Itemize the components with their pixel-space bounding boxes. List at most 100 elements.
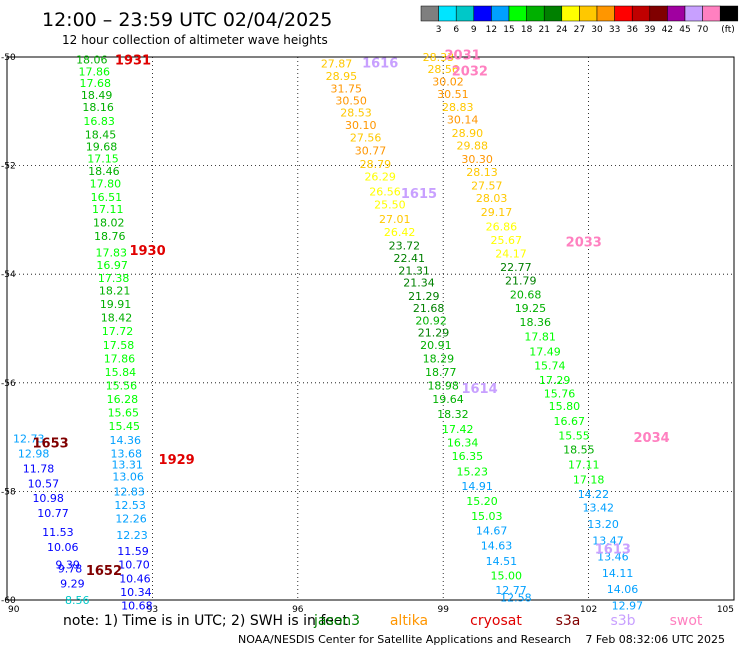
swh-value: 18.21 <box>99 284 131 297</box>
colorbar-unit: (ft) <box>721 25 735 35</box>
swh-value: 15.00 <box>490 570 522 583</box>
swh-value: 16.51 <box>91 191 123 204</box>
swh-value: 17.83 <box>95 246 127 259</box>
x-tick-label: 105 <box>717 605 734 615</box>
colorbar-label: 18 <box>521 25 533 35</box>
colorbar-label: 33 <box>609 25 620 35</box>
swh-value: 13.47 <box>592 534 624 547</box>
swh-value: 30.14 <box>447 113 479 126</box>
colorbar-swatch <box>561 5 580 22</box>
swh-value: 27.56 <box>350 131 382 144</box>
swh-value: 15.76 <box>544 388 576 401</box>
chart-title: 12:00 – 23:59 UTC 02/04/2025 <box>42 9 332 31</box>
swh-value: 9.78 <box>58 563 83 576</box>
colorbar-swatch <box>438 5 457 22</box>
swh-value: 22.77 <box>500 261 532 274</box>
data-marks: 18.0617.8617.6818.4918.1616.8318.4519.68… <box>13 51 643 612</box>
swh-value: 26.29 <box>364 170 396 183</box>
colorbar-swatch <box>491 5 510 22</box>
swh-value: 10.46 <box>119 572 151 585</box>
swh-value: 26.86 <box>486 220 518 233</box>
colorbar-label: 45 <box>679 25 690 35</box>
swh-value: 17.38 <box>98 272 130 285</box>
y-tick-label: -56 <box>1 379 16 389</box>
swh-value: 12.77 <box>495 584 527 597</box>
colorbar-swatch <box>684 5 703 22</box>
swh-value: 18.32 <box>437 408 469 421</box>
swh-value: 18.49 <box>81 89 113 102</box>
swh-value: 15.03 <box>471 510 503 523</box>
swh-value: 14.22 <box>578 488 610 501</box>
colorbar-label: 3 <box>436 25 442 35</box>
swh-value: 12.73 <box>13 433 45 446</box>
swh-value: 15.56 <box>106 380 138 393</box>
swh-value: 16.67 <box>553 415 585 428</box>
swh-value: 10.34 <box>120 586 152 599</box>
colorbar-swatch <box>473 5 492 22</box>
swh-value: 17.42 <box>442 423 474 436</box>
swh-value: 25.50 <box>374 199 406 212</box>
pass-time-label: 1614 <box>461 382 497 397</box>
swh-value: 11.59 <box>117 545 149 558</box>
plot-frame <box>6 56 735 601</box>
swh-value: 12.53 <box>114 499 146 512</box>
swh-value: 13.42 <box>583 502 615 515</box>
colorbar-swatch <box>596 5 615 22</box>
swh-value: 30.50 <box>335 94 367 107</box>
swh-value: 17.11 <box>92 203 124 216</box>
swh-value: 15.80 <box>549 400 581 413</box>
swh-value: 15.74 <box>534 359 566 372</box>
swh-value: 15.20 <box>466 495 498 508</box>
pass-time-label: 2032 <box>452 65 488 80</box>
colorbar-swatch <box>508 5 527 22</box>
swh-value: 17.18 <box>573 473 605 486</box>
pass-time-label: 1930 <box>129 244 165 259</box>
swh-value: 25.67 <box>490 234 522 247</box>
swh-value: 12.83 <box>113 485 145 498</box>
y-tick-label: -60 <box>1 596 16 606</box>
swh-value: 14.51 <box>486 555 518 568</box>
swh-value: 18.76 <box>94 230 126 243</box>
pass-time-label: 1652 <box>86 564 122 579</box>
colorbar-swatch <box>702 5 721 22</box>
pass-time-label: 1615 <box>401 187 437 202</box>
satellite-legend-altika: altika <box>390 613 428 629</box>
colorbar-label: 39 <box>644 25 656 35</box>
colorbar-swatch <box>631 5 651 22</box>
swh-value: 10.77 <box>37 507 69 520</box>
swh-value: 19.64 <box>432 393 464 406</box>
swh-value: 17.72 <box>102 325 134 338</box>
swh-value: 16.28 <box>107 393 139 406</box>
colorbar-label: 27 <box>574 25 585 35</box>
swh-value: 26.56 <box>369 186 401 199</box>
swh-value: 15.45 <box>109 420 141 433</box>
swh-value: 12.58 <box>500 591 532 604</box>
colorbar: 3 6 9 12 15 18 21 24 27 30 33 36 39 42 45 70 (ft) <box>420 5 739 35</box>
swh-value: 20.91 <box>420 339 452 352</box>
swh-value: 10.68 <box>121 599 153 612</box>
colorbar-label: 12 <box>486 25 497 35</box>
satellite-legend-cryosat: cryosat <box>470 613 522 629</box>
swh-value: 24.17 <box>495 248 527 261</box>
swh-value: 18.98 <box>427 380 459 393</box>
swh-value: 12.98 <box>18 447 50 460</box>
axis-ticks: 90 93 96 99 102 105 -50 -52 -54 -56 -58 -60 <box>1 53 734 615</box>
swh-value: 14.06 <box>607 583 639 596</box>
swh-value: 16.35 <box>452 450 484 463</box>
swh-value: 28.90 <box>452 127 484 140</box>
x-tick-label: 96 <box>292 605 304 615</box>
swh-value: 29.17 <box>481 206 513 219</box>
swh-value: 28.13 <box>466 166 498 179</box>
swh-value: 10.98 <box>32 492 64 505</box>
y-tick-label: -58 <box>1 487 16 497</box>
y-tick-label: -52 <box>1 162 16 172</box>
grid <box>7 57 734 600</box>
swh-value: 14.91 <box>461 480 493 493</box>
swh-value: 13.46 <box>597 551 629 564</box>
swh-value: 21.34 <box>403 276 435 289</box>
timestamp: 7 Feb 08:32:06 UTC 2025 <box>585 633 725 646</box>
swh-value: 16.83 <box>83 115 115 128</box>
swh-value: 28.56 <box>427 63 459 76</box>
swh-value: 26.42 <box>384 226 416 239</box>
